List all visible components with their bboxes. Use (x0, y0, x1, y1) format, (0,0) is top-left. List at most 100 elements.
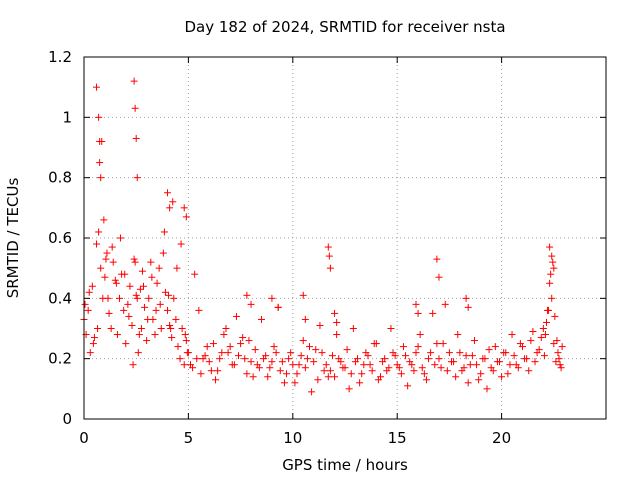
data-point (347, 370, 355, 378)
data-point (285, 355, 293, 363)
data-point (268, 294, 276, 302)
data-point (333, 318, 341, 326)
data-point (540, 352, 548, 360)
data-point (164, 306, 172, 314)
data-point (555, 355, 563, 363)
data-point (368, 367, 376, 375)
data-point (90, 334, 98, 342)
data-point (191, 270, 199, 278)
data-point (124, 300, 132, 308)
data-point (362, 349, 370, 357)
data-point (498, 373, 506, 381)
data-point (370, 340, 378, 348)
data-point (112, 279, 120, 287)
data-point (289, 361, 297, 369)
data-point (156, 300, 164, 308)
data-point (337, 358, 345, 366)
data-point (539, 325, 547, 332)
data-point (412, 349, 420, 357)
data-point (195, 306, 203, 314)
data-point (257, 315, 265, 323)
x-tick-label: 15 (388, 429, 407, 447)
data-point (199, 355, 207, 363)
data-point (153, 279, 161, 287)
data-point (491, 343, 499, 351)
data-point (496, 358, 504, 366)
data-point (132, 134, 140, 142)
data-point (546, 243, 554, 251)
data-point (174, 343, 182, 351)
data-point (132, 291, 140, 299)
data-point (554, 349, 562, 357)
data-point (558, 343, 566, 351)
data-point (435, 355, 443, 363)
data-point (420, 370, 428, 378)
data-point (278, 358, 286, 366)
data-point (508, 331, 516, 339)
data-point (239, 334, 247, 342)
x-tick-label: 5 (184, 429, 194, 447)
data-point (117, 234, 125, 242)
data-point (548, 252, 556, 260)
data-point (245, 337, 253, 345)
data-point (433, 255, 441, 263)
data-point (525, 367, 533, 375)
data-point (100, 216, 108, 224)
data-point (333, 331, 341, 339)
data-point (131, 104, 139, 112)
data-point (521, 355, 529, 363)
data-point (155, 264, 163, 272)
data-point (470, 337, 478, 345)
data-point (412, 300, 420, 308)
data-point (253, 361, 261, 369)
data-point (399, 343, 407, 351)
data-point (180, 361, 188, 369)
data-point (86, 349, 94, 357)
data-point (214, 367, 222, 375)
data-point (301, 364, 309, 372)
data-point (224, 349, 232, 357)
data-point (97, 264, 105, 272)
axis-ticks: 0 5 10 15 20 0 0.2 0.4 0.6 0.8 1 1.2 (48, 48, 606, 447)
data-point (293, 370, 301, 378)
data-point (454, 331, 462, 339)
data-point (121, 270, 129, 278)
data-point (96, 159, 104, 167)
data-point (441, 300, 449, 308)
data-point (533, 349, 541, 357)
data-point (161, 288, 169, 296)
data-point (128, 321, 136, 329)
data-point (397, 370, 405, 378)
data-point (324, 243, 332, 251)
data-point (466, 361, 474, 369)
data-point (547, 270, 555, 278)
data-point (391, 352, 399, 360)
grid-lines (84, 57, 606, 419)
data-point (111, 276, 119, 284)
y-tick-label: 0.8 (48, 169, 72, 187)
data-point (88, 282, 96, 290)
data-point (483, 385, 491, 393)
data-point (550, 264, 558, 272)
data-point (169, 198, 177, 206)
data-point (226, 343, 234, 351)
data-point (500, 349, 508, 357)
data-point (462, 352, 470, 360)
data-point (108, 243, 116, 251)
data-point (274, 303, 282, 311)
data-point (270, 343, 278, 351)
data-point (178, 325, 186, 332)
data-point (209, 340, 217, 348)
data-point (410, 367, 418, 375)
data-point (133, 174, 141, 182)
data-point (299, 291, 307, 299)
data-point (316, 321, 324, 329)
data-point (235, 352, 243, 360)
data-point (557, 364, 565, 372)
data-point (93, 83, 101, 91)
data-point (177, 240, 185, 248)
data-point (272, 349, 280, 357)
data-point (416, 331, 424, 339)
data-point (425, 355, 433, 363)
data-point (130, 255, 138, 263)
